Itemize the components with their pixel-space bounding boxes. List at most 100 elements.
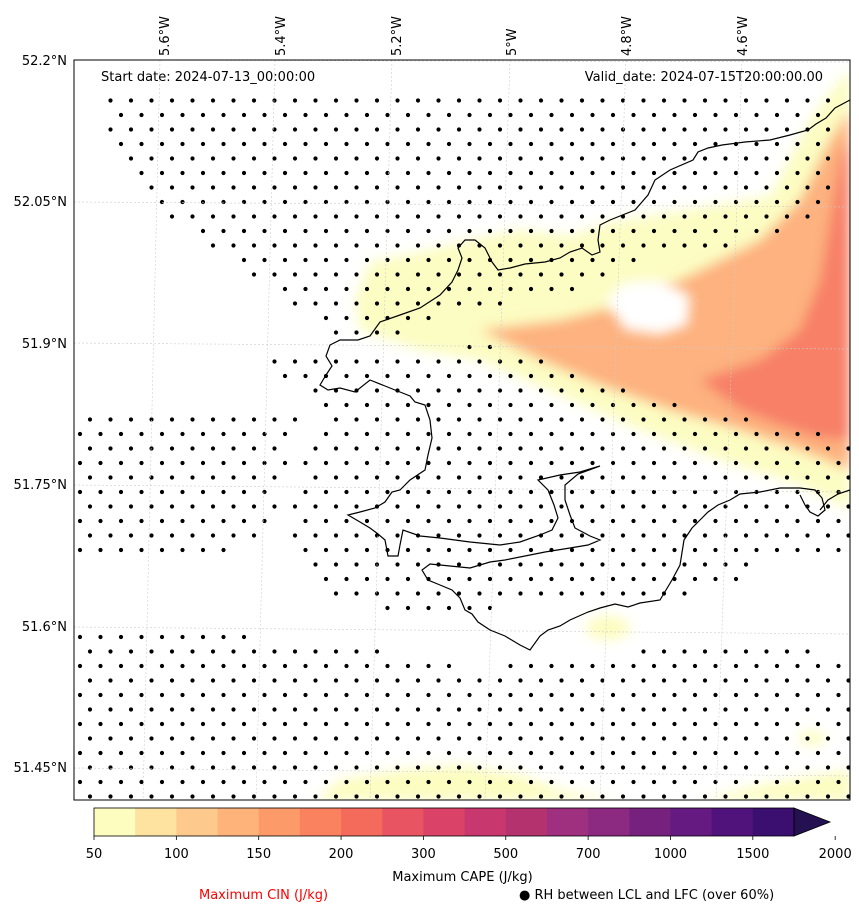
rh-stipple-dot [159, 199, 165, 205]
rh-stipple-dot [108, 736, 113, 741]
rh-stipple-dot [77, 518, 83, 524]
rh-stipple-dot [241, 170, 247, 176]
rh-stipple-dot [631, 721, 636, 727]
rh-stipple-dot [559, 446, 564, 451]
rh-stipple-dot [149, 446, 154, 451]
rh-stipple-dot [128, 417, 134, 422]
rh-stipple-dot [487, 692, 493, 698]
rh-stipple-dot [210, 127, 216, 132]
rh-stipple-dot [795, 721, 800, 727]
rh-stipple-dot [467, 257, 472, 263]
rh-stipple-dot [661, 794, 667, 799]
rh-stipple-dot [190, 533, 195, 538]
rh-stipple-dot [456, 736, 462, 741]
rh-stipple-dot [282, 779, 288, 785]
rh-stipple-dot [446, 257, 452, 263]
rh-stipple-dot [436, 707, 441, 712]
rh-stipple-dot [836, 663, 841, 669]
rh-stipple-dot [169, 794, 175, 799]
rh-stipple-dot [231, 98, 236, 103]
cape-gap [605, 280, 690, 335]
rh-stipple-dot [610, 518, 616, 524]
rh-stipple-dot [344, 663, 349, 669]
rh-stipple-dot [549, 141, 554, 147]
rh-stipple-dot [579, 98, 585, 103]
rh-stipple-dot [446, 692, 452, 698]
rh-stipple-dot [231, 156, 236, 161]
rh-stipple-dot [518, 794, 523, 799]
colorbar-swatch [176, 808, 219, 836]
rh-stipple-dot [764, 678, 769, 683]
rh-stipple-dot [497, 475, 503, 480]
rh-stipple-dot [651, 721, 657, 727]
rh-stipple-dot [743, 678, 749, 683]
rh-stipple-dot [282, 170, 288, 176]
rh-stipple-dot [87, 446, 93, 451]
rh-stipple-dot [426, 605, 431, 611]
rh-stipple-dot [436, 417, 441, 422]
rh-stipple-dot [795, 750, 800, 756]
rh-stipple-dot [456, 359, 462, 364]
rh-stipple-dot [200, 663, 206, 669]
rh-stipple-dot [733, 112, 739, 118]
rh-stipple-dot [190, 678, 195, 683]
rh-stipple-dot [210, 214, 216, 219]
rh-stipple-dot [631, 199, 636, 205]
rh-stipple-dot [374, 127, 380, 132]
rh-stipple-dot [477, 417, 482, 422]
rh-stipple-dot [303, 663, 308, 669]
rh-stipple-dot [139, 634, 144, 640]
rh-stipple-dot [385, 257, 390, 263]
rh-stipple-dot [128, 533, 134, 538]
rh-stipple-dot [497, 214, 503, 219]
rh-stipple-dot [426, 402, 431, 408]
rh-stipple-dot [764, 185, 769, 190]
rh-stipple-dot [569, 112, 575, 118]
rh-stipple-dot [354, 417, 359, 422]
rh-stipple-dot [508, 721, 513, 727]
cape-area-small [586, 616, 630, 640]
rh-stipple-dot [590, 257, 595, 263]
rh-stipple-dot [805, 678, 810, 683]
rh-stipple-dot [846, 707, 850, 712]
rh-stipple-dot [364, 228, 370, 234]
rh-stipple-dot [702, 98, 708, 103]
rh-stipple-dot [620, 185, 626, 190]
rh-stipple-dot [795, 141, 800, 147]
rh-stipple-dot [241, 750, 247, 756]
rh-stipple-dot [303, 489, 308, 495]
rh-stipple-dot [487, 721, 493, 727]
rh-stipple-dot [518, 185, 523, 190]
rh-stipple-dot [692, 779, 698, 785]
rh-stipple-dot [108, 707, 113, 712]
rh-stipple-dot [354, 678, 359, 683]
rh-stipple-dot [272, 649, 277, 654]
rh-stipple-dot [743, 98, 749, 103]
rh-stipple-dot [805, 446, 810, 451]
rh-stipple-dot [415, 475, 421, 480]
rh-stipple-dot [713, 576, 718, 582]
rh-stipple-dot [313, 562, 318, 567]
rh-stipple-dot [774, 692, 780, 698]
rh-stipple-dot [692, 692, 698, 698]
rh-stipple-dot [303, 460, 308, 466]
rh-stipple-dot [139, 663, 144, 669]
rh-stipple-dot [446, 431, 452, 437]
colorbar-swatch [341, 808, 383, 836]
rh-stipple-dot [846, 794, 850, 799]
rh-stipple-dot [333, 127, 339, 132]
rh-stipple-dot [672, 663, 677, 669]
rh-stipple-dot [518, 736, 523, 741]
rh-stipple-dot [426, 199, 431, 205]
rh-stipple-dot [805, 475, 810, 480]
rh-stipple-dot [590, 141, 595, 147]
rh-stipple-dot [354, 475, 359, 480]
rh-stipple-dot [569, 431, 575, 437]
rh-stipple-dot [262, 750, 267, 756]
rh-stipple-dot [836, 692, 841, 698]
rh-stipple-dot [456, 707, 462, 712]
rh-stipple-dot [262, 170, 267, 176]
rh-stipple-dot [600, 562, 605, 567]
rh-stipple-dot [651, 431, 657, 437]
rh-stipple-dot [436, 214, 441, 219]
